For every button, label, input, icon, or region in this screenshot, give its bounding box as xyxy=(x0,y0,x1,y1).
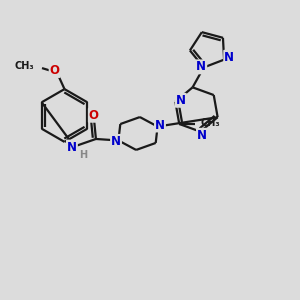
Text: N: N xyxy=(224,51,234,64)
Text: N: N xyxy=(176,94,186,107)
Text: N: N xyxy=(197,129,207,142)
Text: CH₃: CH₃ xyxy=(14,61,34,71)
Text: N: N xyxy=(111,135,121,148)
Text: O: O xyxy=(50,64,60,77)
Text: O: O xyxy=(89,109,99,122)
Text: H: H xyxy=(79,150,87,160)
Text: N: N xyxy=(155,118,165,131)
Text: CH₃: CH₃ xyxy=(200,118,220,128)
Text: N: N xyxy=(67,141,77,154)
Text: N: N xyxy=(196,60,206,74)
